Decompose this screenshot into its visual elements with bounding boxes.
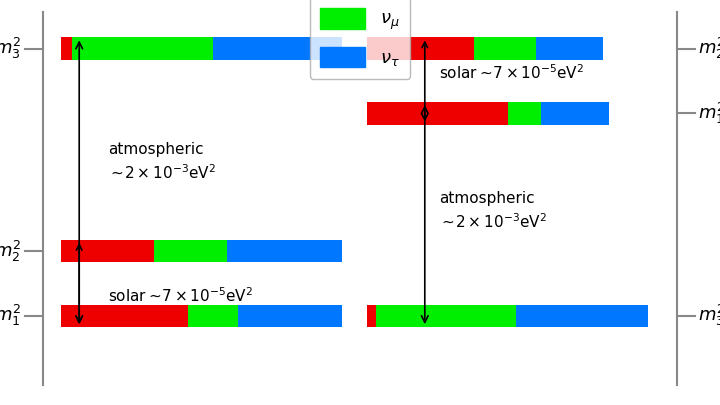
Text: solar$\sim\!7\times10^{-5}$eV$^2$: solar$\sim\!7\times10^{-5}$eV$^2$ xyxy=(439,64,585,82)
Bar xyxy=(61,305,187,327)
Bar xyxy=(227,240,342,262)
Text: $m_2^2$: $m_2^2$ xyxy=(0,239,22,264)
Bar xyxy=(154,240,227,262)
Bar xyxy=(536,37,603,60)
Legend: $\nu_\mu$, $\nu_\tau$: $\nu_\mu$, $\nu_\tau$ xyxy=(310,0,410,79)
Text: atmospheric
$\sim\!2\times10^{-3}$eV$^2$: atmospheric $\sim\!2\times10^{-3}$eV$^2$ xyxy=(108,142,216,182)
Bar xyxy=(376,305,516,327)
Text: $m_3^2$: $m_3^2$ xyxy=(698,303,720,328)
Bar xyxy=(73,37,213,60)
Text: $m_1^2$: $m_1^2$ xyxy=(698,101,720,126)
Bar xyxy=(367,37,474,60)
Text: $m_3^2$: $m_3^2$ xyxy=(0,36,22,61)
Bar xyxy=(187,305,238,327)
Text: solar$\sim\!7\times10^{-5}$eV$^2$: solar$\sim\!7\times10^{-5}$eV$^2$ xyxy=(108,286,253,305)
Bar xyxy=(238,305,342,327)
Text: $m_2^2$: $m_2^2$ xyxy=(698,36,720,61)
Bar xyxy=(508,102,541,125)
Text: atmospheric
$\sim\!2\times10^{-3}$eV$^2$: atmospheric $\sim\!2\times10^{-3}$eV$^2$ xyxy=(439,191,547,230)
Bar xyxy=(367,102,508,125)
Bar xyxy=(213,37,342,60)
Bar xyxy=(474,37,536,60)
Bar xyxy=(61,240,154,262)
Bar xyxy=(367,305,376,327)
Bar xyxy=(61,37,73,60)
Bar xyxy=(516,305,648,327)
Bar xyxy=(541,102,608,125)
Text: $m_1^2$: $m_1^2$ xyxy=(0,303,22,328)
